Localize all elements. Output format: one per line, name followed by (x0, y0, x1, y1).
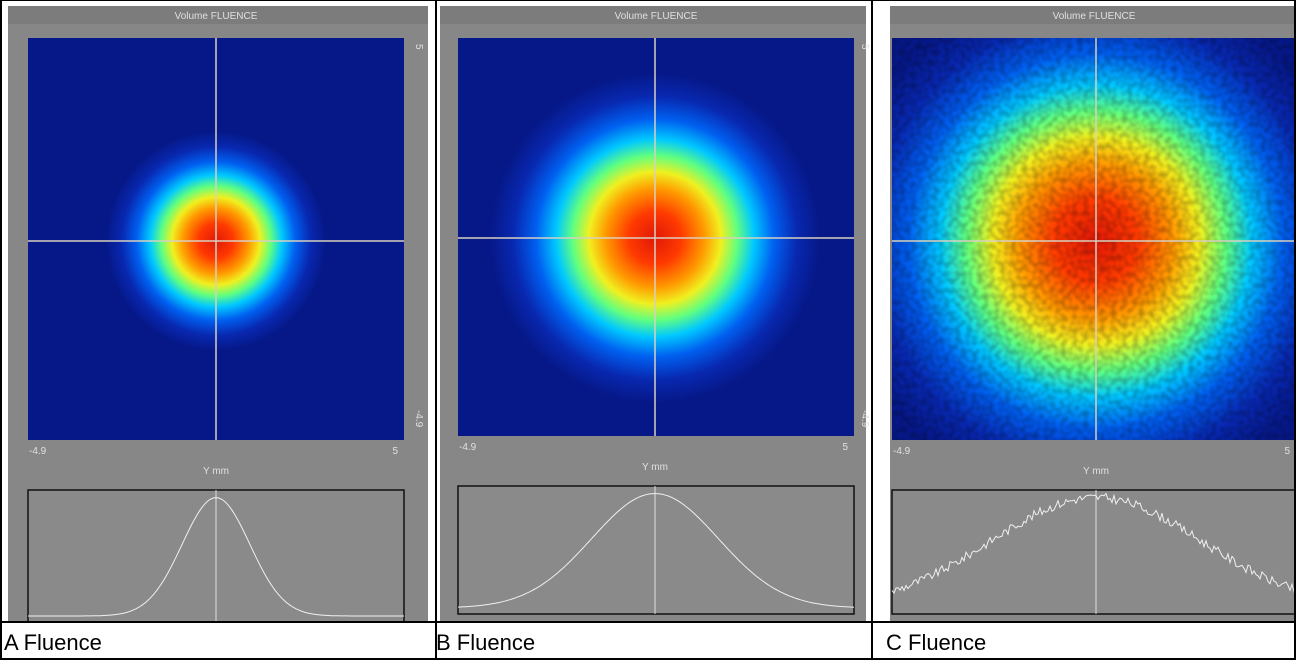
panel-title: Volume FLUENCE (615, 11, 698, 22)
panel: Volume FLUENCE -4.9 5 Y mm C Fluence (886, 6, 1296, 655)
profile-box (458, 486, 854, 614)
profile-box (892, 490, 1296, 614)
x-axis-min: -4.9 (459, 442, 477, 453)
right-axis-bottom: -4.9 (859, 410, 870, 428)
panel-title: Volume FLUENCE (1053, 11, 1136, 22)
x-axis-label: Y mm (203, 466, 229, 477)
x-axis-max: 5 (392, 446, 398, 457)
figure: Volume FLUENCE5-4.9-4.95Y mmA FluenceVol… (0, 0, 1296, 660)
panel: Volume FLUENCE 5 -4.9 -4.9 5 Y mm B Fluence (436, 6, 870, 655)
panel: Volume FLUENCE 5 -4.9 -4.9 5 Y mm A Fluence (4, 6, 428, 655)
right-axis-bottom: -4.9 (413, 410, 424, 428)
panel-title: Volume FLUENCE (175, 11, 258, 22)
x-axis-max: 5 (1284, 446, 1290, 457)
right-axis-top: 5 (859, 44, 870, 50)
heatmap-noise (892, 38, 1296, 440)
x-axis-max: 5 (842, 442, 848, 453)
x-axis-min: -4.9 (29, 446, 47, 457)
x-axis-label: Y mm (642, 462, 668, 473)
caption: B Fluence (436, 630, 535, 655)
caption: C Fluence (886, 630, 986, 655)
x-axis-min: -4.9 (893, 446, 911, 457)
heatmap (458, 38, 854, 436)
caption: A Fluence (4, 630, 102, 655)
right-axis-top: 5 (413, 44, 424, 50)
x-axis-label: Y mm (1083, 466, 1109, 477)
page: Volume FLUENCE5-4.9-4.95Y mmA FluenceVol… (0, 0, 1296, 660)
